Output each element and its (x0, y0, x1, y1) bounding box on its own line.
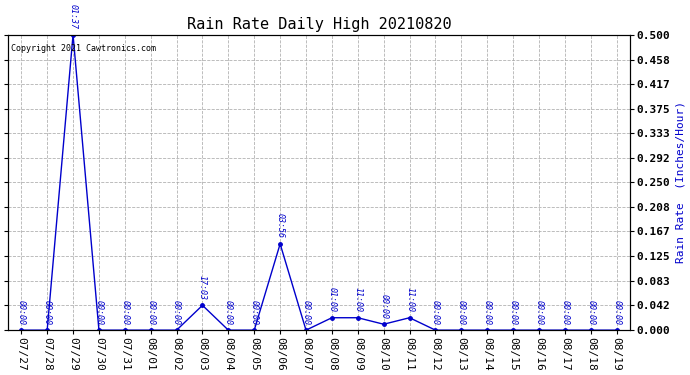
Text: 01:37: 01:37 (68, 4, 77, 29)
Text: 01:00: 01:00 (327, 287, 337, 312)
Text: 00:00: 00:00 (120, 300, 129, 325)
Text: 00:00: 00:00 (302, 300, 310, 325)
Text: 00:00: 00:00 (457, 300, 466, 325)
Text: 00:00: 00:00 (612, 300, 621, 325)
Text: 00:00: 00:00 (380, 294, 388, 319)
Text: 00:00: 00:00 (43, 300, 52, 325)
Text: 17:03: 17:03 (198, 275, 207, 300)
Text: Copyright 2021 Cawtronics.com: Copyright 2021 Cawtronics.com (12, 44, 157, 52)
Text: 00:00: 00:00 (560, 300, 569, 325)
Text: 00:00: 00:00 (224, 300, 233, 325)
Text: 00:00: 00:00 (535, 300, 544, 325)
Text: 00:00: 00:00 (431, 300, 440, 325)
Text: 00:00: 00:00 (250, 300, 259, 325)
Text: 03:56: 03:56 (275, 213, 285, 238)
Text: 11:00: 11:00 (405, 287, 414, 312)
Text: 00:00: 00:00 (483, 300, 492, 325)
Text: 00:00: 00:00 (586, 300, 595, 325)
Y-axis label: Rain Rate  (Inches/Hour): Rain Rate (Inches/Hour) (676, 101, 686, 263)
Text: 00:00: 00:00 (509, 300, 518, 325)
Text: 11:00: 11:00 (353, 287, 362, 312)
Title: Rain Rate Daily High 20210820: Rain Rate Daily High 20210820 (187, 17, 451, 32)
Text: 00:00: 00:00 (17, 300, 26, 325)
Text: 00:00: 00:00 (95, 300, 103, 325)
Text: 00:00: 00:00 (172, 300, 181, 325)
Text: 00:00: 00:00 (146, 300, 155, 325)
